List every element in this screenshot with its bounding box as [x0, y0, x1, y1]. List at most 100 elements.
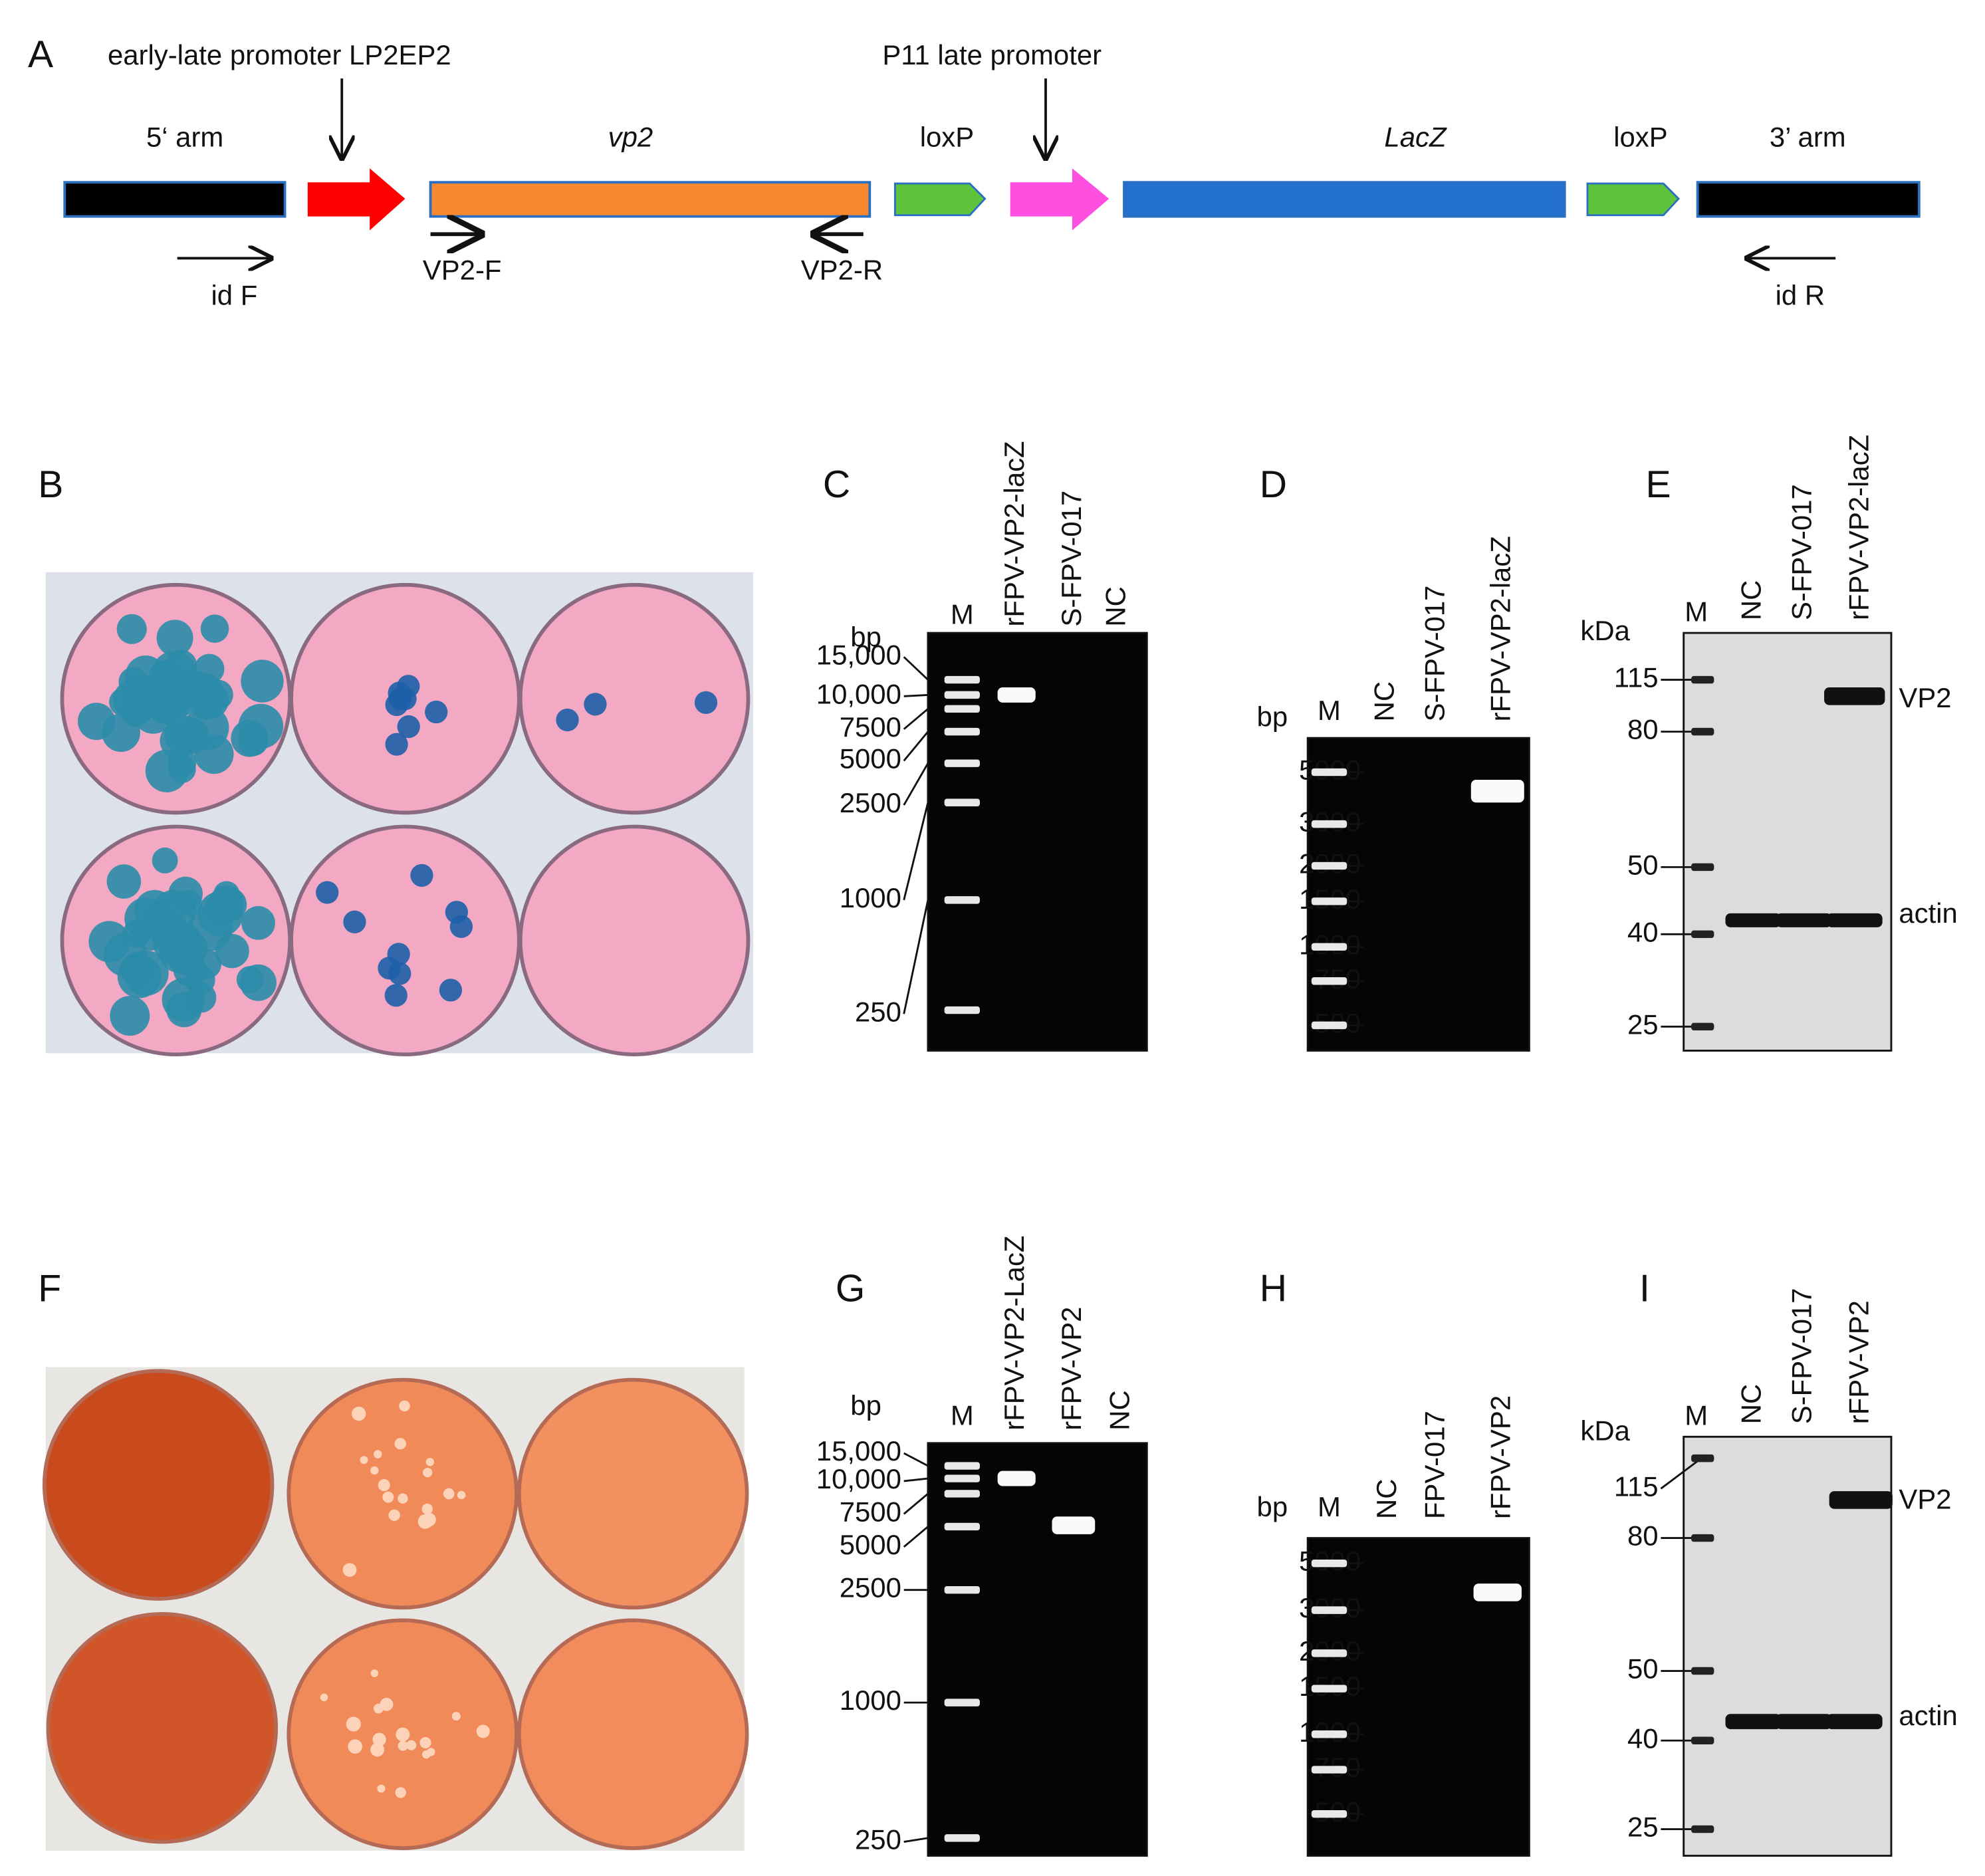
band [1826, 1714, 1883, 1730]
plaque [380, 1697, 394, 1711]
panel-label: F [38, 1267, 61, 1310]
plaque [152, 847, 178, 874]
ladder-band [1311, 1685, 1347, 1693]
plaque [694, 691, 718, 714]
ladder-band [1311, 1606, 1347, 1614]
plaque [399, 1400, 410, 1412]
plaque [194, 734, 234, 774]
marker-tick [903, 1837, 929, 1843]
primer-label: VP2-R [801, 254, 883, 285]
lane-label: S-FPV-017 [1419, 586, 1450, 722]
ladder-band [944, 798, 980, 806]
band [1725, 1714, 1782, 1730]
marker-label: 80 [1627, 714, 1659, 745]
ladder-band [944, 1006, 980, 1014]
plaque [476, 1724, 490, 1738]
panel-label: C [823, 463, 850, 506]
ladder-band [1311, 1021, 1347, 1030]
annotation: early-late promoter LP2EP2 [108, 39, 451, 70]
panel-label: E [1646, 463, 1671, 506]
ladder-band [1691, 727, 1714, 736]
unit-label: kDa [1580, 1415, 1630, 1447]
well [42, 1369, 275, 1601]
marker-tick [903, 1526, 929, 1548]
element-label: 5‘ arm [146, 122, 223, 153]
ladder-band [944, 1522, 980, 1531]
plaque [239, 964, 277, 1001]
marker-label: 250 [855, 996, 901, 1027]
lane-label: M [1685, 1400, 1708, 1431]
well [46, 1611, 279, 1844]
lane-label: rFPV-VP2-lacZ [1843, 435, 1874, 620]
ladder-band [1691, 1825, 1714, 1833]
ladder-band [944, 727, 980, 736]
plaque [421, 1750, 431, 1759]
plaque [343, 910, 366, 933]
plaque [449, 915, 473, 938]
marker-label: 2500 [840, 1572, 901, 1603]
marker-label: 1000 [840, 1685, 901, 1716]
ladder-band [944, 675, 980, 684]
marker-label: 40 [1627, 916, 1659, 947]
loxp [893, 182, 987, 217]
ladder-band [1311, 897, 1347, 905]
plaque [160, 681, 196, 718]
lane-label: NC [1735, 580, 1766, 620]
plaque [241, 659, 284, 703]
band [1829, 1491, 1893, 1509]
promoter [307, 168, 406, 231]
ladder-band [944, 1490, 980, 1498]
gene [429, 181, 872, 218]
band [1725, 913, 1782, 927]
marker-tick [903, 1452, 929, 1467]
marker-tick [903, 693, 928, 697]
marker-tick [903, 1492, 929, 1515]
band [1776, 1714, 1832, 1730]
band [1470, 779, 1524, 803]
lane-label: NC [1735, 1384, 1766, 1424]
ladder-band [1691, 675, 1714, 684]
band-label: actin [1899, 1700, 1957, 1731]
lane-label: NC [1368, 681, 1399, 721]
plaque [384, 984, 408, 1007]
marker-tick [1660, 1457, 1702, 1490]
plaque [556, 708, 579, 732]
ladder-band [1691, 1736, 1714, 1744]
plaque [162, 978, 205, 1022]
plaque [425, 1458, 435, 1466]
marker-tick [903, 731, 929, 762]
plaque [394, 1437, 406, 1450]
unit-label: bp [1257, 1491, 1288, 1522]
plaque [116, 614, 147, 644]
marker-tick [903, 656, 929, 681]
plaque [584, 693, 607, 716]
marker-tick [903, 708, 929, 730]
lane-label: rFPV-VP2 [1056, 1307, 1087, 1431]
lane-label: FPV-017 [1419, 1411, 1450, 1519]
plaque [395, 1787, 406, 1798]
unit-label: bp [1257, 701, 1288, 733]
plaque [423, 1467, 433, 1478]
panel-label: B [38, 463, 63, 506]
marker-tick [903, 899, 929, 1014]
marker-label: 25 [1627, 1008, 1659, 1040]
panel-label: D [1260, 463, 1287, 506]
band-label: VP2 [1899, 1483, 1951, 1514]
primer-label: VP2-F [423, 254, 502, 285]
plaque [159, 933, 199, 973]
plaque [351, 1406, 366, 1421]
plaque [388, 1509, 400, 1521]
plaque [377, 1784, 386, 1793]
lane-label: NC [1100, 586, 1131, 626]
gene [1123, 181, 1566, 218]
plaque [425, 700, 448, 724]
ladder-band [944, 705, 980, 713]
plaque [378, 957, 401, 980]
band [1052, 1516, 1096, 1534]
element-label: LacZ [1384, 122, 1447, 153]
ladder-band [1311, 1766, 1347, 1774]
plaque [106, 864, 142, 899]
marker-label: 7500 [840, 711, 901, 743]
panel-label: G [836, 1267, 865, 1310]
marker-label: 10,000 [816, 1463, 901, 1494]
